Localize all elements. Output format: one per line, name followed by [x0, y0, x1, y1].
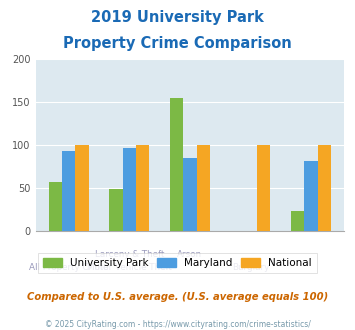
Bar: [304, 161, 318, 231]
Text: Property Crime Comparison: Property Crime Comparison: [63, 36, 292, 51]
Bar: [62, 151, 76, 231]
Bar: [49, 182, 62, 231]
Bar: [123, 148, 136, 231]
Bar: [109, 189, 123, 231]
Bar: [76, 145, 89, 231]
Text: Arson: Arson: [178, 250, 202, 259]
Text: Burglary: Burglary: [232, 263, 269, 272]
Legend: University Park, Maryland, National: University Park, Maryland, National: [38, 253, 317, 273]
Text: Larceny & Theft: Larceny & Theft: [95, 250, 164, 259]
Text: All Property Crime: All Property Crime: [29, 263, 109, 272]
Text: Compared to U.S. average. (U.S. average equals 100): Compared to U.S. average. (U.S. average …: [27, 292, 328, 302]
Bar: [318, 145, 331, 231]
Text: © 2025 CityRating.com - https://www.cityrating.com/crime-statistics/: © 2025 CityRating.com - https://www.city…: [45, 320, 310, 329]
Text: 2019 University Park: 2019 University Park: [91, 10, 264, 25]
Bar: [136, 145, 149, 231]
Text: Motor Vehicle Theft: Motor Vehicle Theft: [87, 263, 172, 272]
Bar: [170, 98, 183, 231]
Bar: [257, 145, 271, 231]
Bar: [183, 158, 197, 231]
Bar: [291, 211, 304, 231]
Bar: [197, 145, 210, 231]
